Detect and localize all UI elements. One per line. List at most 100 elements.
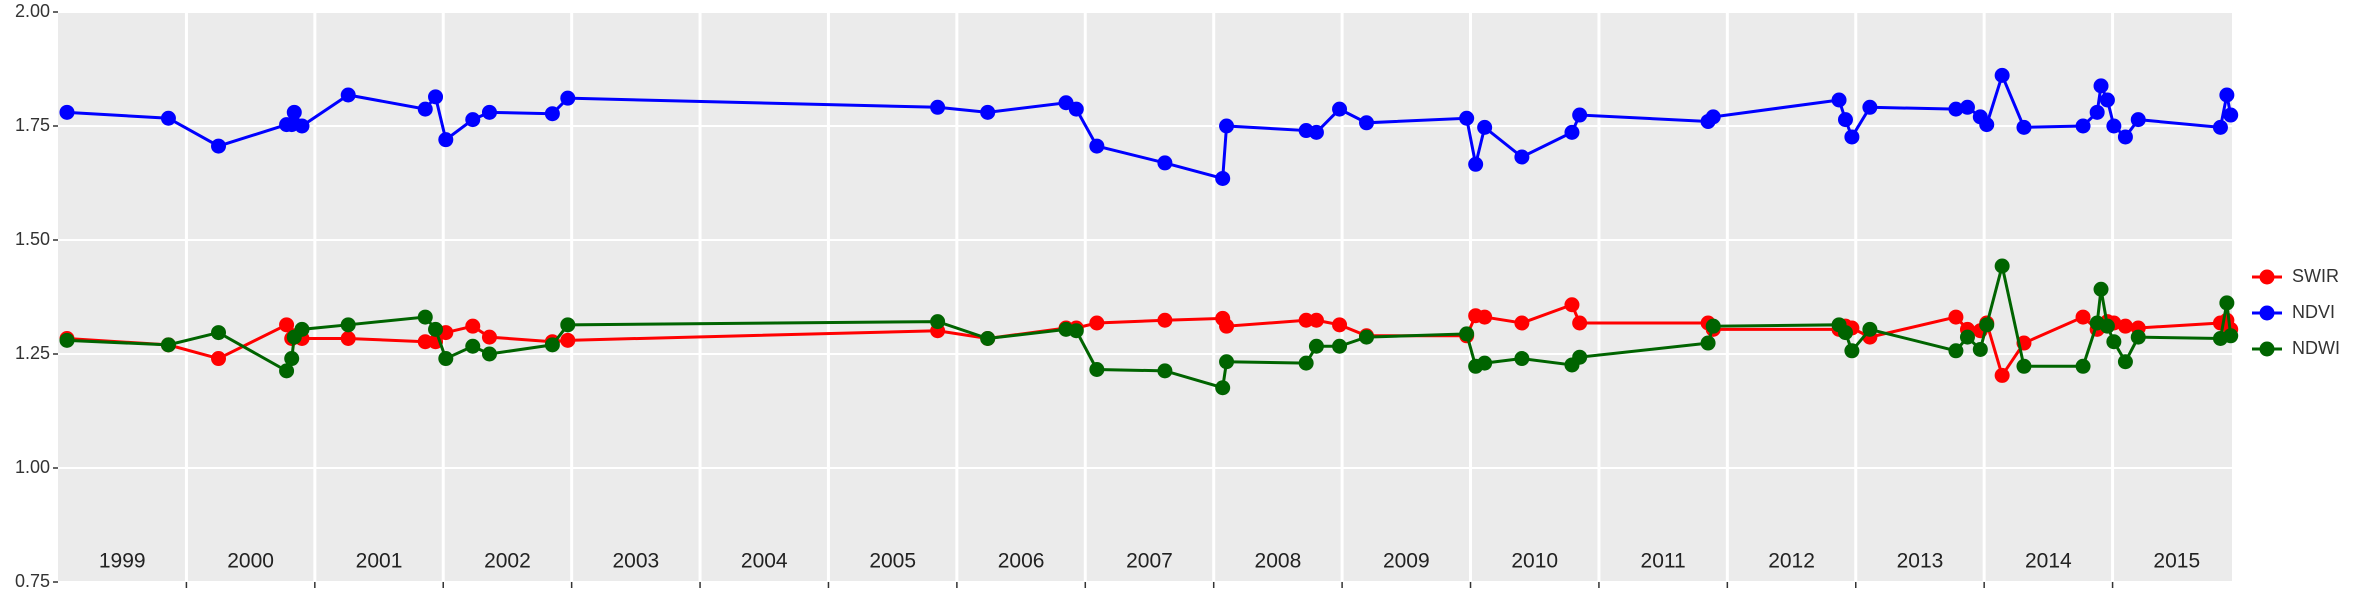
point xyxy=(2106,334,2122,350)
point xyxy=(438,132,454,148)
point xyxy=(2075,118,2091,134)
point xyxy=(2117,129,2133,145)
point xyxy=(2016,119,2032,135)
point xyxy=(1308,312,1324,328)
point xyxy=(2130,112,2146,128)
point xyxy=(1332,101,1348,117)
point xyxy=(2075,358,2091,374)
year-label: 2008 xyxy=(1255,550,1302,573)
point xyxy=(1948,343,1964,359)
point xyxy=(1948,101,1964,117)
point xyxy=(1477,355,1493,371)
point xyxy=(286,104,302,120)
point xyxy=(2130,329,2146,345)
point xyxy=(2223,328,2239,344)
point xyxy=(481,329,497,345)
legend-key-point xyxy=(2259,305,2275,321)
legend-label: NDVI xyxy=(2292,302,2335,322)
point xyxy=(428,89,444,105)
point xyxy=(1157,155,1173,171)
year-label: 2006 xyxy=(998,550,1045,573)
year-label: 2014 xyxy=(2025,550,2072,573)
point xyxy=(1979,117,1995,133)
point xyxy=(1844,129,1860,145)
point xyxy=(1359,329,1375,345)
point xyxy=(1948,309,1964,325)
year-label: 2000 xyxy=(227,550,274,573)
point xyxy=(1068,323,1084,339)
point xyxy=(1572,315,1588,331)
year-label: 1999 xyxy=(99,550,146,573)
point xyxy=(930,314,946,330)
point xyxy=(1332,338,1348,354)
point xyxy=(2099,318,2115,334)
year-label: 2007 xyxy=(1126,550,1173,573)
point xyxy=(1089,362,1105,378)
point xyxy=(465,338,481,354)
point xyxy=(2075,309,2091,325)
y-tick-label: 1.75 xyxy=(15,115,50,135)
point xyxy=(340,317,356,333)
point xyxy=(2016,358,2032,374)
legend-key-point xyxy=(2259,269,2275,285)
point xyxy=(1862,321,1878,337)
point xyxy=(1514,315,1530,331)
point xyxy=(1844,343,1860,359)
point xyxy=(2089,104,2105,120)
legend-key-point xyxy=(2259,341,2275,357)
point xyxy=(1219,118,1235,134)
point xyxy=(2093,281,2109,297)
point xyxy=(1089,315,1105,331)
y-tick-label: 2.00 xyxy=(15,1,50,21)
point xyxy=(544,106,560,122)
point xyxy=(1298,312,1314,328)
point xyxy=(1219,318,1235,334)
point xyxy=(340,87,356,103)
point xyxy=(2219,87,2235,103)
legend-label: NDWI xyxy=(2292,338,2340,358)
y-tick-label: 1.50 xyxy=(15,229,50,249)
point xyxy=(1700,335,1716,351)
point xyxy=(160,110,176,126)
year-label: 2009 xyxy=(1383,550,1430,573)
point xyxy=(1308,124,1324,140)
point xyxy=(1219,354,1235,370)
point xyxy=(1979,317,1995,333)
point xyxy=(59,332,75,348)
point xyxy=(1215,380,1231,396)
point xyxy=(560,90,576,106)
point xyxy=(417,334,433,350)
point xyxy=(1959,329,1975,345)
point xyxy=(211,351,227,367)
point xyxy=(1068,101,1084,117)
point xyxy=(1332,317,1348,333)
point xyxy=(2117,318,2133,334)
point xyxy=(1468,156,1484,172)
point xyxy=(1862,99,1878,115)
year-label: 2004 xyxy=(741,550,788,573)
point xyxy=(560,317,576,333)
point xyxy=(1157,312,1173,328)
point xyxy=(481,346,497,362)
point xyxy=(1157,363,1173,379)
point xyxy=(930,99,946,115)
point xyxy=(1994,367,2010,383)
plot-panel xyxy=(58,12,2232,582)
legend-label: SWIR xyxy=(2292,266,2339,286)
year-label: 2011 xyxy=(1641,550,1686,573)
point xyxy=(2212,119,2228,135)
year-label: 2015 xyxy=(2153,550,2200,573)
y-tick-label: 1.00 xyxy=(15,457,50,477)
point xyxy=(2106,118,2122,134)
point xyxy=(1972,341,1988,357)
point xyxy=(1994,67,2010,83)
point xyxy=(2223,107,2239,123)
point xyxy=(438,351,454,367)
point xyxy=(2219,295,2235,311)
point xyxy=(1837,112,1853,128)
point xyxy=(340,330,356,346)
point xyxy=(1831,92,1847,108)
point xyxy=(1308,338,1324,354)
point xyxy=(1089,138,1105,154)
